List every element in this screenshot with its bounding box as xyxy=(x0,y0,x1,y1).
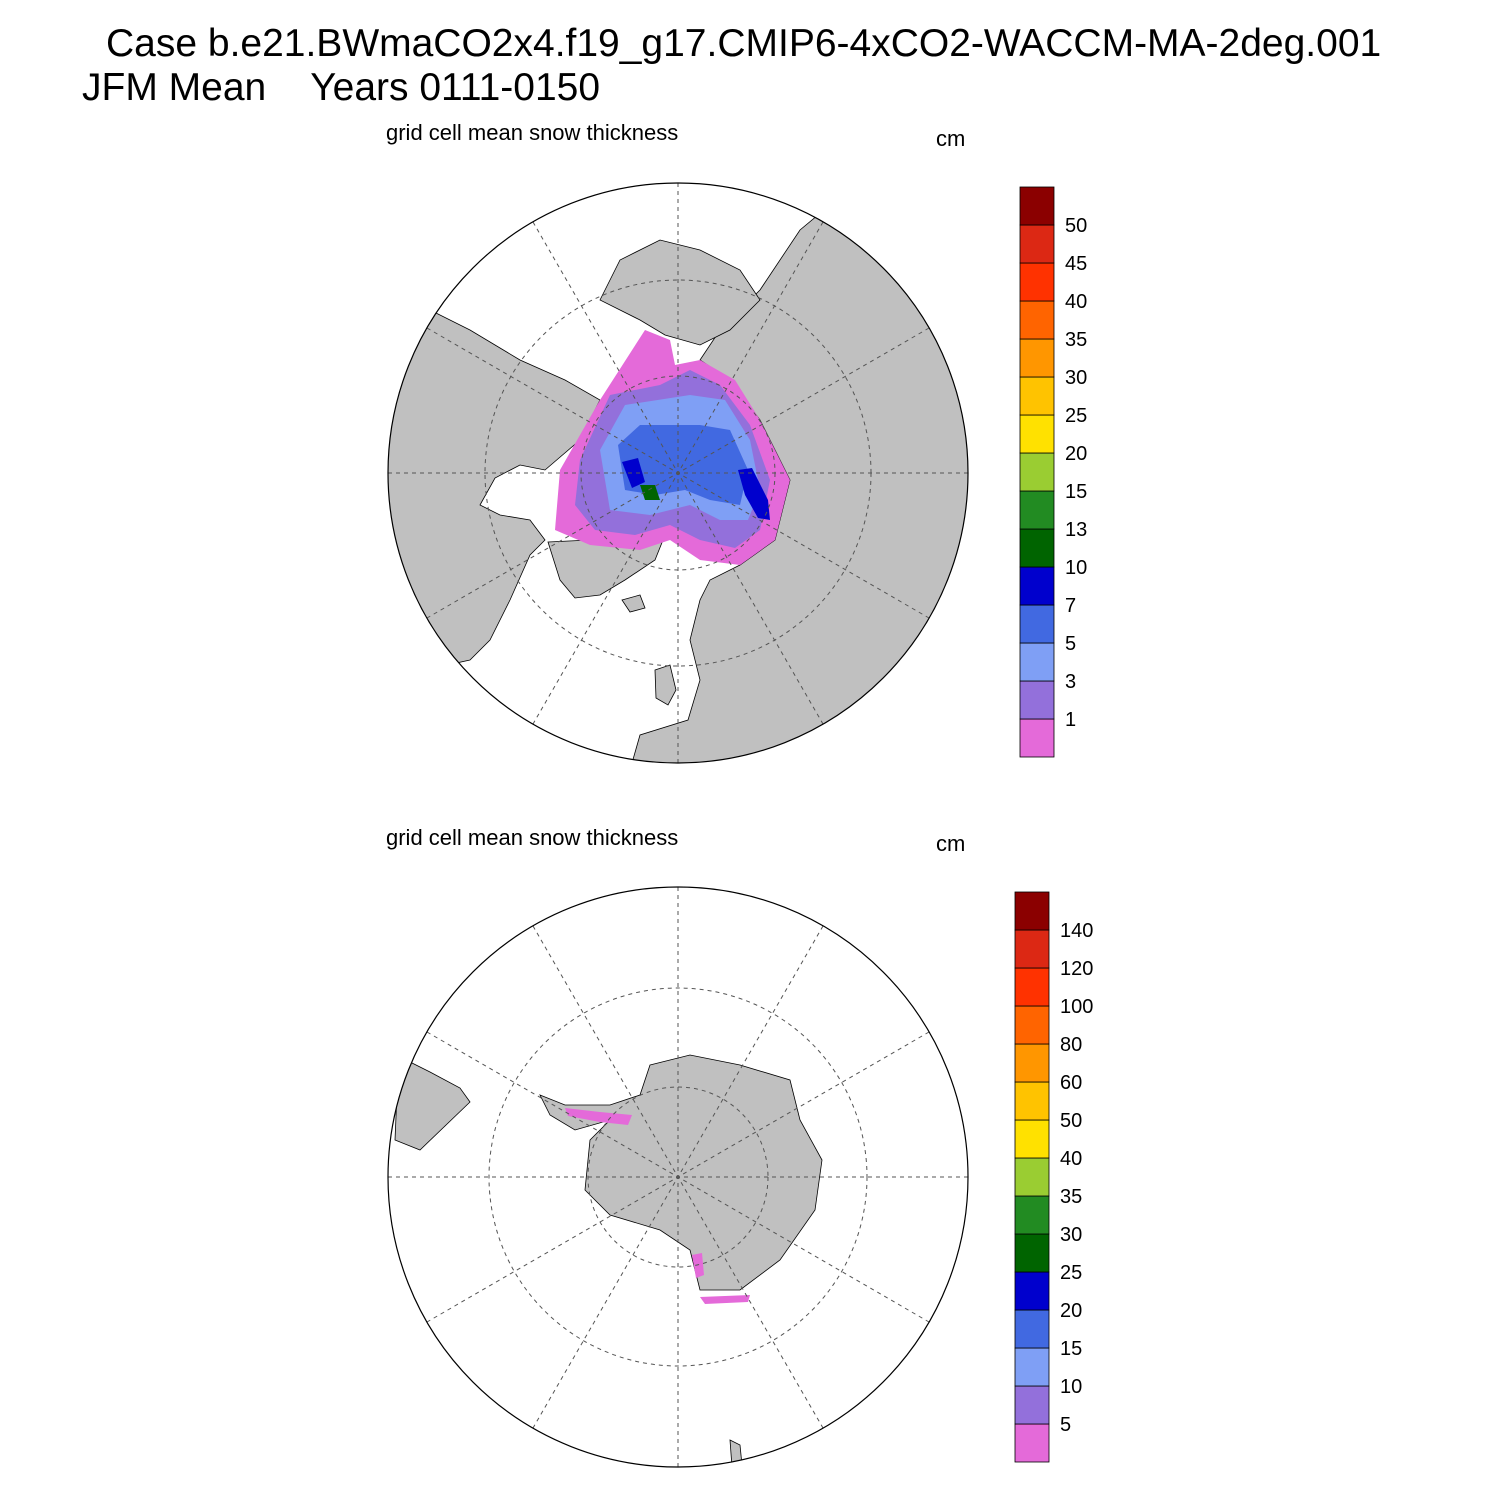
north-panel-title: grid cell mean snow thickness xyxy=(386,120,679,145)
colorbar-tick-label: 13 xyxy=(1065,519,1087,541)
colorbar-swatch xyxy=(1019,680,1055,720)
colorbar-tick-label: 3 xyxy=(1065,671,1076,693)
colorbar-swatch xyxy=(1014,1309,1050,1349)
colorbar-swatch xyxy=(1019,414,1055,454)
colorbar-tick-label: 40 xyxy=(1060,1148,1082,1170)
colorbar-swatch xyxy=(1014,967,1050,1007)
north-map-border xyxy=(387,182,969,764)
colorbar-swatch xyxy=(1014,891,1050,931)
colorbar-tick-label: 30 xyxy=(1065,367,1087,389)
colorbar-tick-label: 140 xyxy=(1060,920,1093,942)
colorbar-tick-label: 15 xyxy=(1060,1338,1082,1360)
south-america-tip-land xyxy=(394,1061,471,1151)
south-polar-map xyxy=(387,886,969,1468)
colorbar-tick-label: 80 xyxy=(1060,1034,1082,1056)
north-units-label: cm xyxy=(936,126,966,151)
colorbar-tick-label: 10 xyxy=(1060,1376,1082,1398)
colorbar-swatch xyxy=(1019,300,1055,340)
colorbar-swatch xyxy=(1014,1423,1050,1463)
south-graticule xyxy=(388,887,968,1467)
colorbar-tick-label: 35 xyxy=(1060,1186,1082,1208)
south-colorbar: 5 10 15 20 25 30 35 40 50 60 80 100 120 140 xyxy=(1014,891,1093,1463)
south-lat-circle-70 xyxy=(488,987,868,1367)
colorbar-tick-label: 100 xyxy=(1060,996,1093,1018)
colorbar-tick-label: 25 xyxy=(1060,1262,1082,1284)
colorbar-tick-label: 50 xyxy=(1065,215,1087,237)
colorbar-tick-label: 15 xyxy=(1065,481,1087,503)
north-landmasses xyxy=(388,183,968,763)
colorbar-tick-label: 120 xyxy=(1060,958,1093,980)
colorbar-swatch xyxy=(1014,1195,1050,1235)
colorbar-tick-label: 1 xyxy=(1065,709,1076,731)
snow-band-10 xyxy=(738,468,770,520)
colorbar-tick-label: 45 xyxy=(1065,253,1087,275)
colorbar-swatch xyxy=(1019,604,1055,644)
south-map-border xyxy=(387,886,969,1468)
colorbar-swatch xyxy=(1014,1119,1050,1159)
colorbar-swatch xyxy=(1019,376,1055,416)
north-graticule xyxy=(388,183,968,763)
colorbar-tick-label: 60 xyxy=(1060,1072,1082,1094)
colorbar-swatch xyxy=(1019,452,1055,492)
colorbar-tick-label: 10 xyxy=(1065,557,1087,579)
colorbar-swatch xyxy=(1014,1005,1050,1045)
north-polar-map xyxy=(387,182,969,764)
south-units-label: cm xyxy=(936,831,966,856)
colorbar-swatch xyxy=(1014,1233,1050,1273)
weddell-snow xyxy=(565,1108,632,1125)
iceland-land xyxy=(621,594,646,613)
colorbar-swatch xyxy=(1019,186,1055,226)
colorbar-tick-label: 5 xyxy=(1065,633,1076,655)
ross-snow-b xyxy=(700,1295,750,1304)
snow-band-13 xyxy=(640,485,660,500)
colorbar-swatch xyxy=(1019,566,1055,606)
colorbar-swatch xyxy=(1014,929,1050,969)
colorbar-tick-label: 35 xyxy=(1065,329,1087,351)
colorbar-swatch xyxy=(1019,490,1055,530)
season-label: JFM Mean xyxy=(82,66,267,109)
case-title: Case b.e21.BWmaCO2x4.f19_g17.CMIP6-4xCO2… xyxy=(106,22,1382,65)
colorbar-swatch xyxy=(1014,1347,1050,1387)
snow-band-10b xyxy=(622,458,645,488)
south-snow-fields xyxy=(565,1108,750,1304)
colorbar-swatch xyxy=(1019,338,1055,378)
south-panel-title: grid cell mean snow thickness xyxy=(386,825,679,850)
colorbar-swatch xyxy=(1019,528,1055,568)
colorbar-swatch xyxy=(1014,1385,1050,1425)
colorbar-swatch xyxy=(1014,1043,1050,1083)
colorbar-tick-label: 7 xyxy=(1065,595,1076,617)
colorbar-tick-label: 20 xyxy=(1060,1300,1082,1322)
colorbar-tick-label: 25 xyxy=(1065,405,1087,427)
colorbar-tick-label: 5 xyxy=(1060,1414,1071,1436)
north-meridian-120 xyxy=(426,327,930,619)
colorbar-swatch xyxy=(1014,1271,1050,1311)
colorbar-tick-label: 50 xyxy=(1060,1110,1082,1132)
colorbar-tick-label: 30 xyxy=(1060,1224,1082,1246)
ross-snow-a xyxy=(692,1253,704,1278)
years-label: Years 0111-0150 xyxy=(310,66,601,109)
period-title: JFM Mean Years 0111-0150 xyxy=(82,68,600,107)
colorbar-swatch xyxy=(1014,1081,1050,1121)
colorbar-swatch xyxy=(1014,1157,1050,1197)
north-america-land xyxy=(388,299,601,681)
colorbar-swatch xyxy=(1019,642,1055,682)
colorbar-tick-label: 40 xyxy=(1065,291,1087,313)
colorbar-swatch xyxy=(1019,718,1055,758)
alaska-chukotka-land xyxy=(599,239,761,346)
colorbar-tick-label: 20 xyxy=(1065,443,1087,465)
colorbar-swatch xyxy=(1019,262,1055,302)
south-meridian-120 xyxy=(426,1031,930,1323)
colorbar-swatch xyxy=(1019,224,1055,264)
